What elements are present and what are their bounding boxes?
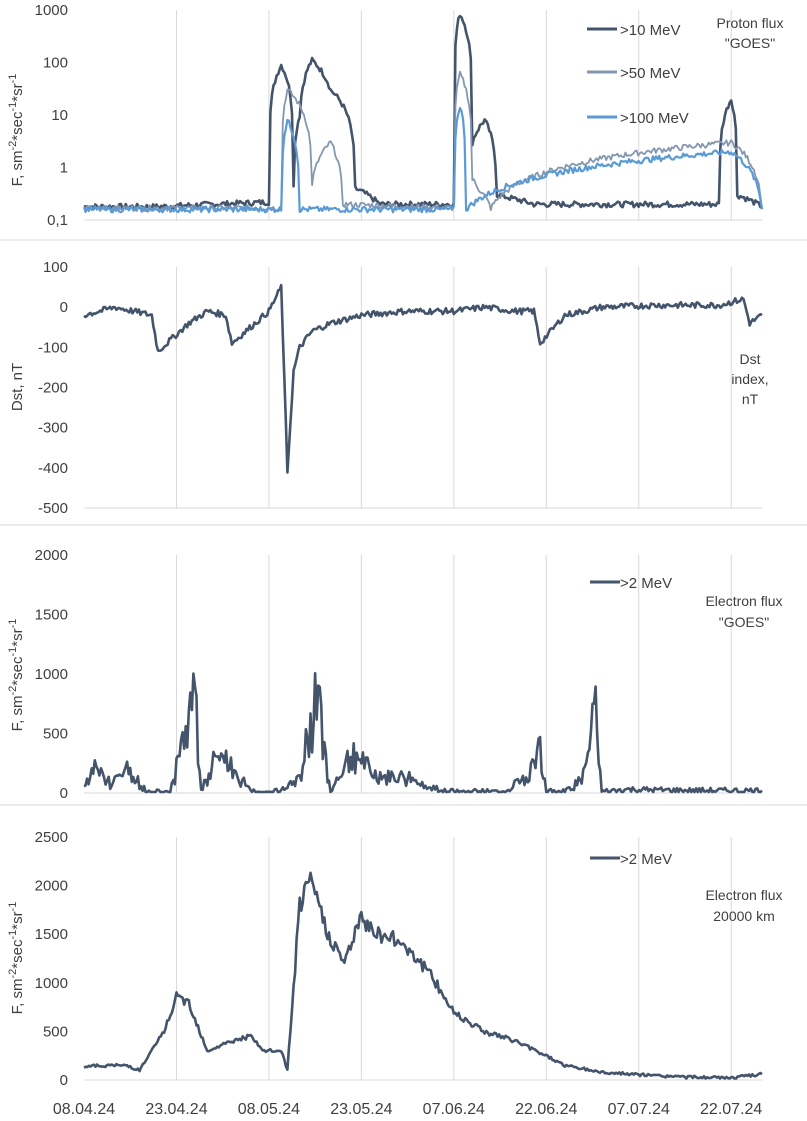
x-tick-label: 08.04.24 bbox=[53, 1101, 115, 1118]
electron-20000-y-axis-label: F, sm-2*sec-1*sr-1 bbox=[7, 902, 26, 1015]
proton-grid bbox=[84, 10, 762, 221]
x-tick-label: 22.07.24 bbox=[700, 1101, 762, 1118]
electron-goes-series bbox=[83, 671, 763, 794]
electron-flux-goes-panel: 0 500 1000 1500 2000 F, sm-2*sec-1*sr-1 >2 M… bbox=[7, 547, 783, 802]
y-tick-label: 2000 bbox=[35, 878, 68, 895]
y-tick-label: 2000 bbox=[35, 547, 68, 564]
x-axis-tick-labels: 08.04.24 23.04.24 08.05.24 23.05.24 07.06.24… bbox=[53, 1101, 763, 1118]
electron-goes-grid bbox=[84, 555, 762, 794]
x-tick-label: 07.06.24 bbox=[423, 1101, 485, 1118]
y-tick-label: 1 bbox=[60, 160, 68, 177]
electron-20000-annotation-line2: 20000 km bbox=[713, 908, 774, 924]
proton-annotation-line1: Proton flux bbox=[717, 15, 784, 31]
dst-annotation-line1: Dst bbox=[740, 351, 761, 367]
legend-label-2mev-goes: >2 MeV bbox=[620, 575, 672, 592]
legend-label-2mev-20000: >2 MeV bbox=[620, 851, 672, 868]
legend-label-100mev: >100 MeV bbox=[620, 110, 689, 127]
dst-y-axis-label: Dst, nT bbox=[9, 363, 26, 411]
proton-y-ticks: 0,1 1 10 100 1000 bbox=[35, 2, 68, 229]
series-line bbox=[82, 107, 764, 214]
electron-20000-series bbox=[83, 871, 763, 1080]
dst-panel: -500 -400 -300 -200 -100 0 100 Dst, nT Dst ind… bbox=[9, 259, 769, 517]
legend-label-50mev: >50 MeV bbox=[620, 65, 680, 82]
y-tick-label: 1500 bbox=[35, 607, 68, 624]
dst-grid bbox=[84, 267, 762, 509]
y-tick-label: 100 bbox=[43, 259, 68, 276]
y-tick-label: 0 bbox=[60, 299, 68, 316]
y-tick-label: 1500 bbox=[35, 926, 68, 943]
proton-series bbox=[82, 14, 764, 214]
proton-flux-panel: 0,1 1 10 100 1000 F, sm-2*sec-1*sr-1 >10 MeV… bbox=[7, 2, 783, 229]
y-tick-label: 0 bbox=[60, 785, 68, 802]
series-line bbox=[83, 70, 763, 212]
electron-goes-annotation-line2: "GOES" bbox=[719, 614, 769, 630]
electron-20000-y-ticks: 0 500 1000 1500 2000 2500 bbox=[35, 829, 68, 1089]
y-tick-label: 100 bbox=[43, 55, 68, 72]
electron-20000-annotation-line1: Electron flux bbox=[705, 887, 782, 903]
y-tick-label: 1000 bbox=[35, 2, 68, 19]
y-tick-label: -400 bbox=[38, 460, 68, 477]
y-tick-label: -300 bbox=[38, 420, 68, 437]
y-tick-label: 500 bbox=[43, 726, 68, 743]
y-tick-label: 2500 bbox=[35, 829, 68, 846]
y-tick-label: -100 bbox=[38, 339, 68, 356]
y-tick-label: -200 bbox=[38, 380, 68, 397]
dst-annotation-line2: index, bbox=[731, 371, 768, 387]
electron-goes-annotation-line1: Electron flux bbox=[705, 593, 782, 609]
y-tick-label: 1000 bbox=[35, 975, 68, 992]
x-tick-label: 22.06.24 bbox=[515, 1101, 577, 1118]
electron-20000-grid bbox=[84, 837, 762, 1081]
legend-label-10mev: >10 MeV bbox=[620, 22, 680, 39]
electron-goes-y-axis-label: F, sm-2*sec-1*sr-1 bbox=[7, 619, 26, 732]
y-tick-label: 0,1 bbox=[47, 212, 68, 229]
electron-goes-y-ticks: 0 500 1000 1500 2000 bbox=[35, 547, 68, 802]
x-tick-label: 08.05.24 bbox=[238, 1101, 300, 1118]
proton-annotation-line2: "GOES" bbox=[725, 35, 775, 51]
proton-y-axis-label: F, sm-2*sec-1*sr-1 bbox=[7, 74, 26, 187]
x-tick-label: 07.07.24 bbox=[608, 1101, 670, 1118]
series-line bbox=[83, 671, 763, 794]
x-tick-label: 23.05.24 bbox=[330, 1101, 392, 1118]
dst-y-ticks: -500 -400 -300 -200 -100 0 100 bbox=[38, 259, 68, 517]
y-tick-label: 500 bbox=[43, 1023, 68, 1040]
y-tick-label: 1000 bbox=[35, 666, 68, 683]
dst-annotation-line3: nT bbox=[742, 391, 759, 407]
y-tick-label: 10 bbox=[51, 107, 68, 124]
series-line bbox=[83, 871, 763, 1080]
series-line bbox=[83, 283, 763, 474]
x-tick-label: 23.04.24 bbox=[145, 1101, 207, 1118]
y-tick-label: 0 bbox=[60, 1072, 68, 1089]
proton-legend: >10 MeV >50 MeV >100 MeV bbox=[587, 22, 689, 127]
y-tick-label: -500 bbox=[38, 500, 68, 517]
dst-series bbox=[83, 283, 763, 474]
